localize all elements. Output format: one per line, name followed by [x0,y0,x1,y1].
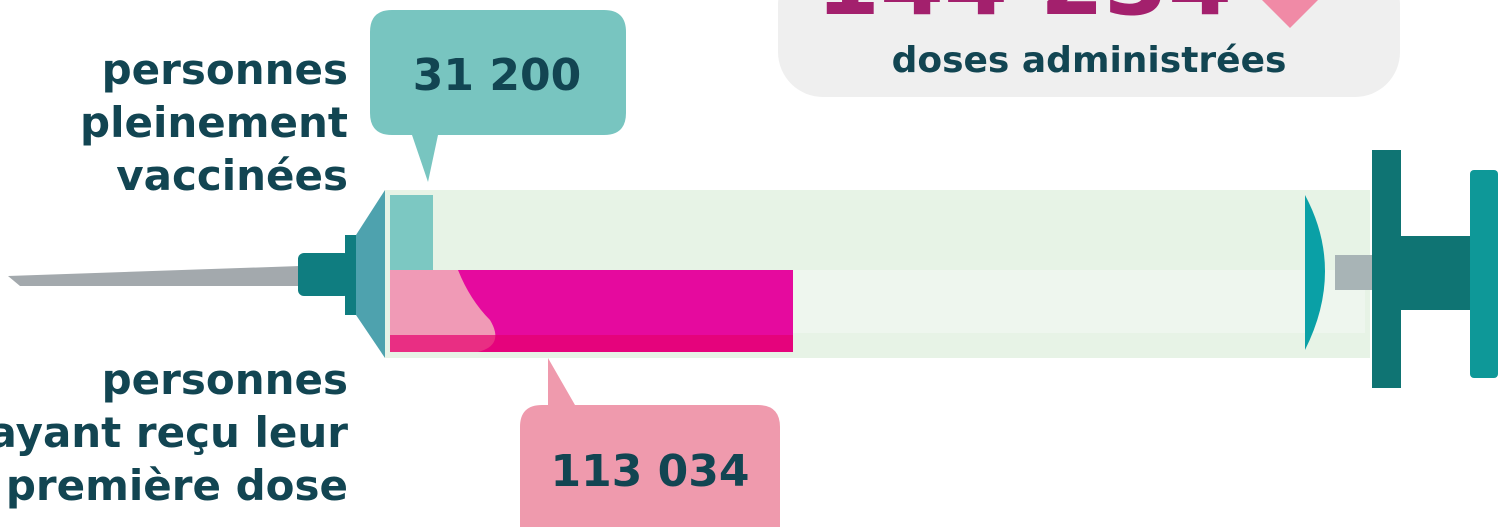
first-bar-shadow [390,335,793,352]
hub-flange [345,235,356,315]
total-value: 144 234 [816,0,1232,36]
fully-value: 31 200 [413,50,581,101]
first-label-line: ayant reçu leur [0,408,348,457]
first-bubble [520,358,780,527]
needle [8,266,300,286]
first-label-line: première dose [6,461,348,510]
plunger-bar [1400,236,1472,310]
hub [298,253,350,296]
fully-bar [390,195,433,270]
fully-label-line: personnes [102,45,348,94]
cone [356,190,385,358]
fully-label-line: vaccinées [116,151,348,200]
total-label: doses administrées [892,40,1287,81]
first-label-line: personnes [102,355,348,404]
plunger-handle [1372,150,1401,388]
infographic: 144 234 doses administrées personnes ple… [0,0,1511,527]
fully-label-line: pleinement [80,98,348,147]
plunger-end [1470,170,1498,378]
first-value: 113 034 [550,446,749,497]
